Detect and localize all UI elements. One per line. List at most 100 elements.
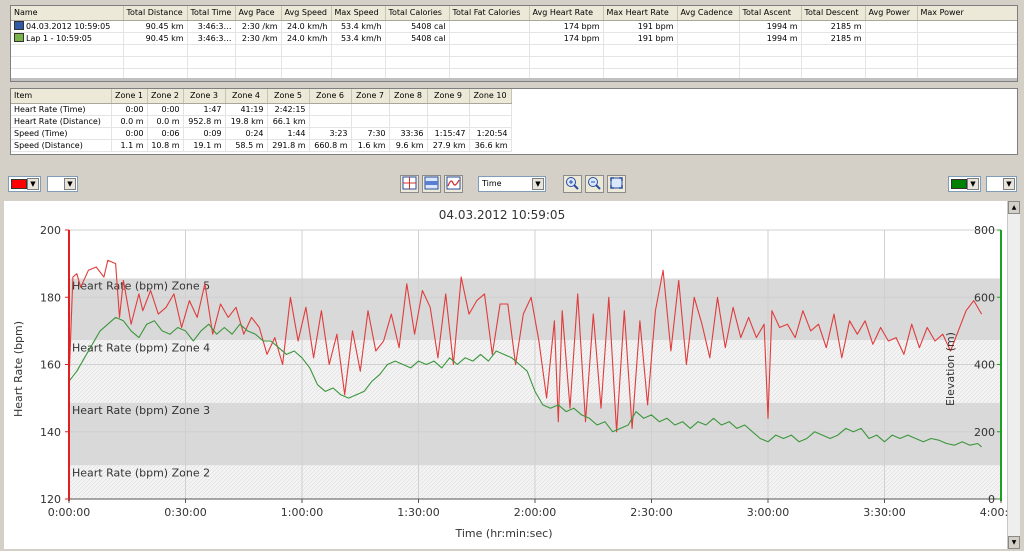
summary-cell [917,32,1017,45]
zone-cell: 0:00 [111,127,148,140]
summary-cell: 90.45 km [123,32,188,45]
summary-cell: 191 bpm [603,20,678,33]
summary-column-header[interactable]: Total Fat Calories [449,6,530,21]
zone-cell: 33:36 [389,127,428,140]
zone-row[interactable]: Heart Rate (Distance) 0.0 m 0.0 m 952.8 m 19… [11,115,512,128]
summary-row[interactable]: Lap 1 - 10:59:05 90.45 km 3:46:3… 2:30 /km 2… [11,32,1017,45]
zone-cell: 10.8 m [147,139,184,152]
zone-cell: 0:24 [225,127,268,140]
summary-column-header[interactable]: Total Distance [123,6,188,21]
summary-column-header[interactable]: Avg Speed [281,6,332,21]
zone-column-header[interactable]: Zone 9 [427,89,470,104]
x-tick-label: 1:00:00 [281,506,323,519]
summary-row[interactable]: 04.03.2012 10:59:05 90.45 km 3:46:3… 2:30 /… [11,20,1017,33]
range-select-button[interactable] [422,175,441,193]
zone-row-label: Heart Rate (Time) [11,103,112,116]
summary-cell: 5408 cal [385,32,450,45]
right-series-selector[interactable]: ▼ [986,176,1017,192]
zone-cell: 0:06 [147,127,184,140]
zone-column-header[interactable]: Zone 5 [267,89,310,104]
zone-cell [351,115,390,128]
zoom-out-button[interactable] [585,175,604,193]
zone-row[interactable]: Speed (Time) 0:00 0:06 0:09 0:24 1:44 3:23 7:30… [11,127,512,140]
summary-column-header[interactable]: Avg Pace [235,6,282,21]
right-series-color-picker[interactable]: ▼ [948,176,981,192]
zone-cell: 1.1 m [111,139,148,152]
empty-row [11,56,1017,69]
x-axis-mode-select[interactable]: Time ▼ [478,176,546,192]
summary-column-header[interactable]: Max Power [917,6,1017,21]
hr-zone-label: Heart Rate (bpm) Zone 2 [72,466,210,479]
crosshair-icon [402,176,417,190]
zone-cell: 66.1 km [267,115,310,128]
zone-column-header[interactable]: Item [11,89,112,104]
summary-row-name: Lap 1 - 10:59:05 [26,34,92,43]
chevron-down-icon: ▼ [532,178,544,190]
summary-cell: 174 bpm [529,20,604,33]
chevron-down-icon: ▼ [967,178,979,190]
summary-column-header[interactable]: Max Speed [331,6,386,21]
summary-column-header[interactable]: Total Time [187,6,236,21]
zone-cell: 41:19 [225,103,268,116]
hr-zone-label: Heart Rate (bpm) Zone 5 [72,279,210,292]
zoom-out-icon [588,177,601,190]
zone-column-header[interactable]: Zone 6 [309,89,352,104]
zone-cell: 9.6 km [389,139,428,152]
activity-icon [14,21,24,30]
zone-cell: 952.8 m [183,115,226,128]
x-tick-label: 3:30:00 [863,506,905,519]
zoom-fit-button[interactable] [607,175,626,193]
zoom-in-button[interactable] [563,175,582,193]
left-series-selector[interactable]: ▼ [47,176,78,192]
y2-tick-label: 800 [974,224,995,237]
summary-column-header[interactable]: Avg Heart Rate [529,6,604,21]
summary-column-header[interactable]: Name [11,6,124,21]
summary-cell [677,20,740,33]
left-series-color-picker[interactable]: ▼ [8,176,41,192]
scroll-down-icon[interactable]: ▼ [1008,536,1020,549]
zone-cell: 19.8 km [225,115,268,128]
zone-cell: 0:09 [183,127,226,140]
zone-row[interactable]: Heart Rate (Time) 0:00 0:00 1:47 41:19 2:42:1… [11,103,512,116]
zone-column-header[interactable]: Zone 7 [351,89,390,104]
zone-column-header[interactable]: Zone 3 [183,89,226,104]
zone-column-header[interactable]: Zone 4 [225,89,268,104]
right-color-swatch [951,179,967,189]
summary-column-header[interactable]: Avg Cadence [677,6,740,21]
summary-cell [917,20,1017,33]
crosshair-button[interactable] [400,175,419,193]
zone-cell: 58.5 m [225,139,268,152]
empty-row [11,44,1017,57]
zone-column-header[interactable]: Zone 1 [111,89,148,104]
summary-column-header[interactable]: Total Ascent [739,6,802,21]
summary-scrollbar[interactable] [11,78,1017,81]
zone-column-header[interactable]: Zone 10 [469,89,512,104]
x-tick-label: 0:00:00 [48,506,90,519]
zoom-fit-icon [610,177,623,189]
empty-row [11,68,1017,81]
summary-column-header[interactable]: Max Heart Rate [603,6,678,21]
zone-cell: 7:30 [351,127,390,140]
zone-cell [389,115,428,128]
heart-rate-elevation-chart[interactable]: Heart Rate (bpm) Zone 5 Heart Rate (bpm) … [4,201,1022,549]
smooth-line-button[interactable] [444,175,463,193]
chart-scrollbar[interactable]: ▲ ▼ [1007,201,1020,549]
summary-cell: 1994 m [739,32,802,45]
zone-column-header[interactable]: Zone 2 [147,89,184,104]
chevron-down-icon: ▼ [27,178,39,190]
zone-cell: 27.9 km [427,139,470,152]
zone-column-header[interactable]: Zone 8 [389,89,428,104]
y2-tick-label: 0 [988,493,995,506]
summary-column-header[interactable]: Avg Power [865,6,918,21]
summary-cell: 3:46:3… [187,20,236,33]
x-tick-label: 3:00:00 [747,506,789,519]
summary-column-header[interactable]: Total Descent [801,6,866,21]
summary-cell: 191 bpm [603,32,678,45]
summary-column-header[interactable]: Total Calories [385,6,450,21]
chart-title: 04.03.2012 10:59:05 [439,208,565,222]
y-tick-label: 140 [40,426,61,439]
scroll-up-icon[interactable]: ▲ [1008,201,1020,214]
chevron-down-icon: ▼ [64,178,76,190]
chart-area: Heart Rate (bpm) Zone 5 Heart Rate (bpm) … [4,201,1022,549]
